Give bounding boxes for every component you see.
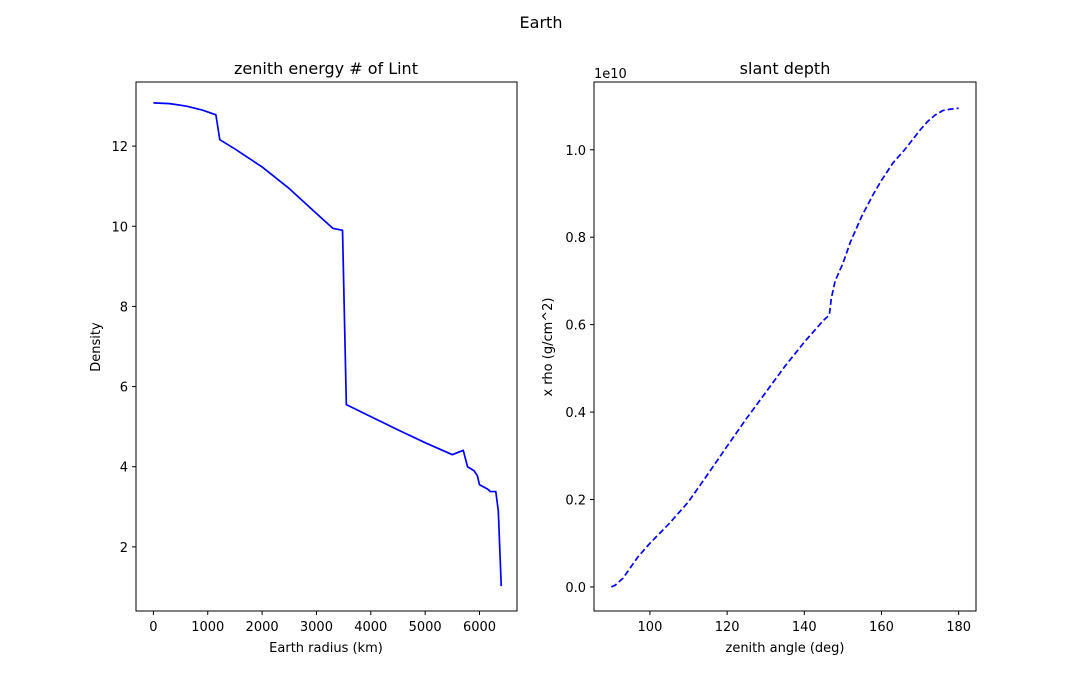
left-series-line	[153, 101, 503, 587]
left-xtick-label: 6000	[463, 620, 496, 635]
left-ylabel: Density	[89, 322, 104, 372]
left-series-layer	[153, 101, 503, 587]
left-ytick-label: 4	[120, 461, 128, 476]
left-xtick-label: 5000	[409, 620, 442, 635]
left-ytick-label: 12	[111, 140, 128, 155]
right-ytick-label: 0.2	[565, 494, 586, 509]
left-ytick-label: 10	[111, 220, 128, 235]
right-ytick-label: 0.0	[565, 581, 586, 596]
left-xtick-label: 2000	[246, 620, 279, 635]
right-xtick-label: 100	[638, 620, 663, 635]
right-ticks: 100 120 140 160 180 0.0 0.2 0.4 0.6 0.8 1.0	[565, 144, 971, 635]
right-ytick-label: 1.0	[565, 144, 586, 159]
left-subplot: zenith energy # of Lint Earth radius (km…	[89, 59, 518, 656]
right-ylabel: x rho (g/cm^2)	[541, 297, 556, 396]
left-xtick-label: 1000	[191, 620, 224, 635]
right-axes-frame	[593, 81, 977, 612]
left-ytick-label: 8	[120, 300, 128, 315]
left-xlabel: Earth radius (km)	[269, 641, 383, 656]
right-xtick-label: 140	[792, 620, 817, 635]
left-xtick-label: 0	[149, 620, 157, 635]
right-ytick-label: 0.4	[565, 406, 586, 421]
right-xlabel: zenith angle (deg)	[726, 641, 845, 656]
right-xtick-label: 160	[869, 620, 894, 635]
right-ytick-label: 0.6	[565, 319, 586, 334]
left-xtick-label: 4000	[354, 620, 387, 635]
right-series-line	[611, 107, 959, 588]
right-ytick-label: 0.8	[565, 231, 586, 246]
figure-suptitle: Earth	[520, 13, 563, 32]
right-offset-text: 1e10	[594, 67, 627, 82]
left-ytick-label: 6	[120, 381, 128, 396]
right-subplot: slant depth 1e10 zenith angle (deg) x rh…	[541, 59, 977, 656]
left-xtick-label: 3000	[300, 620, 333, 635]
left-ticks: 0 1000 2000 3000 4000 5000 6000 2 4 6 8 10 12	[111, 140, 496, 635]
left-axes-frame	[135, 81, 518, 612]
right-xtick-label: 180	[946, 620, 971, 635]
right-series-layer	[611, 107, 959, 588]
left-ytick-label: 2	[120, 541, 128, 556]
left-title: zenith energy # of Lint	[234, 59, 418, 78]
right-xtick-label: 120	[715, 620, 740, 635]
right-title: slant depth	[740, 59, 831, 78]
